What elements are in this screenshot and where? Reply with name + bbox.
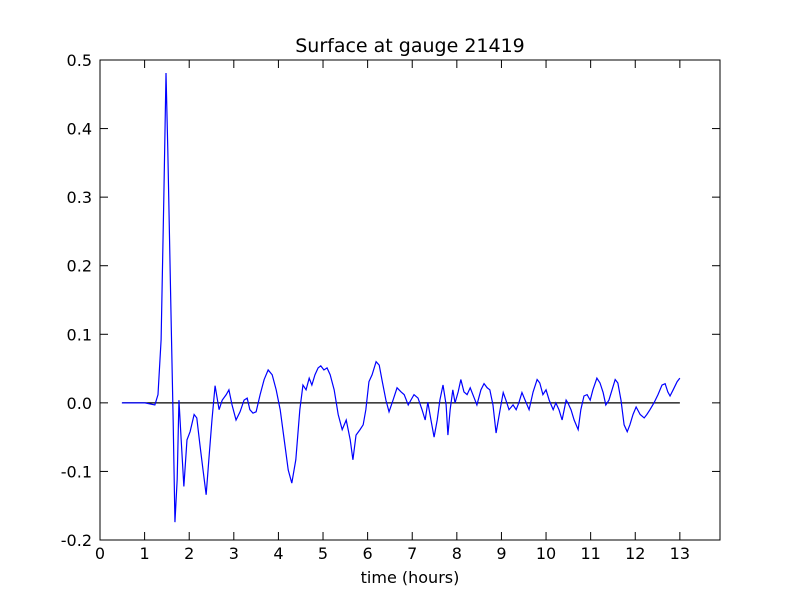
- x-axis-label: time (hours): [361, 568, 460, 587]
- x-tick-label: 1: [140, 544, 150, 563]
- x-tick-label: 8: [452, 544, 462, 563]
- x-tick-label: 12: [625, 544, 645, 563]
- y-tick-label: 0.2: [67, 257, 92, 276]
- y-tick-label: 0.3: [67, 188, 92, 207]
- y-tick-label: 0.5: [67, 51, 92, 70]
- y-tick-label: -0.1: [61, 462, 92, 481]
- x-tick-label: 11: [580, 544, 600, 563]
- y-tick-label: -0.2: [61, 531, 92, 550]
- plot-frame: [99, 59, 721, 541]
- y-tick-label: 0.1: [67, 325, 92, 344]
- x-tick-label: 6: [363, 544, 373, 563]
- chart-title: Surface at gauge 21419: [295, 35, 525, 57]
- x-tick-label: 3: [229, 544, 239, 563]
- x-tick-label: 10: [536, 544, 556, 563]
- x-tick-label: 5: [318, 544, 328, 563]
- y-tick-label: 0.0: [67, 394, 92, 413]
- x-tick-label: 13: [670, 544, 690, 563]
- x-tick-label: 0: [95, 544, 105, 563]
- x-tick-label: 9: [496, 544, 506, 563]
- x-tick-label: 7: [407, 544, 417, 563]
- x-tick-label: 2: [184, 544, 194, 563]
- x-tick-label: 4: [273, 544, 283, 563]
- y-tick-label: 0.4: [67, 120, 92, 139]
- data-line: [121, 73, 681, 523]
